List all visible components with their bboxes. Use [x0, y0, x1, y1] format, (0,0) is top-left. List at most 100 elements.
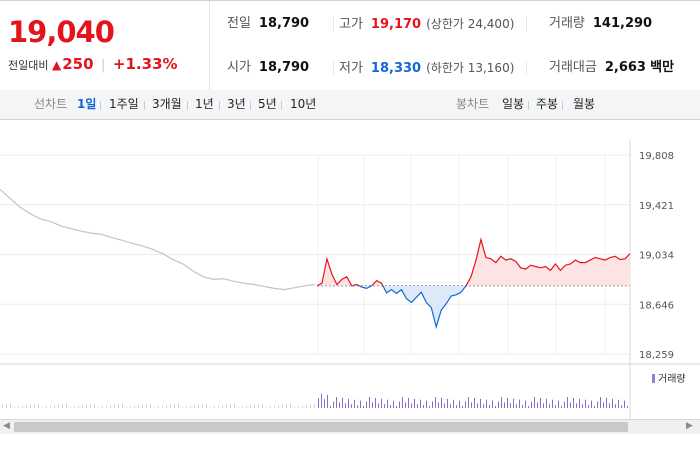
tab-5-years[interactable]: 5년	[258, 97, 277, 111]
volume-bar	[138, 405, 139, 408]
volume-bar	[50, 405, 51, 408]
volume-bar	[2, 404, 3, 408]
volume-bar	[22, 405, 23, 408]
volume-panel: 거래량	[0, 363, 700, 408]
tab-3-years[interactable]: 3년	[227, 97, 246, 111]
volume-bar	[158, 406, 159, 408]
tab-10-years[interactable]: 10년	[290, 97, 317, 111]
scroll-left-icon[interactable]: ◀	[3, 421, 10, 431]
volume-bar	[396, 406, 397, 408]
volume-bar	[369, 397, 370, 408]
prev-close-label: 전일	[227, 16, 251, 31]
volume-bar	[531, 401, 532, 408]
volume-bar	[345, 403, 346, 408]
lower-limit: (하한가 13,160)	[426, 61, 515, 75]
volume-bar	[510, 403, 511, 408]
volume-bar	[387, 399, 388, 408]
volume-bar	[567, 397, 568, 408]
amount-unit: 백만	[650, 60, 675, 75]
volume-bar	[378, 403, 379, 408]
tab-separator	[187, 101, 188, 110]
volume-bar	[585, 399, 586, 408]
up-triangle-icon: ▲	[51, 58, 62, 72]
tab-1-day[interactable]: 1일	[77, 97, 97, 111]
volume-bar	[266, 407, 267, 408]
volume-bar	[603, 402, 604, 408]
tab-separator	[250, 101, 251, 110]
tab-separator	[100, 101, 101, 110]
volume-bar	[525, 400, 526, 408]
volume-bar	[543, 403, 544, 408]
volume-bar	[318, 398, 319, 408]
day-low: 저가 18,330 (하한가 13,160)	[339, 58, 514, 78]
volume-bar	[74, 406, 75, 408]
volume-bar	[444, 403, 445, 408]
volume-bar	[552, 399, 553, 408]
tab-monthly-candle[interactable]: 월봉	[573, 97, 596, 111]
volume-bar	[429, 406, 430, 408]
tab-3-months[interactable]: 3개월	[152, 97, 182, 111]
volume-label: 거래량	[549, 16, 585, 31]
tab-separator	[281, 101, 282, 110]
volume-legend-swatch	[652, 374, 655, 383]
volume-bar	[182, 407, 183, 408]
volume-bar	[238, 407, 239, 408]
volume-bar	[504, 402, 505, 408]
volume-bar	[438, 402, 439, 408]
volume-bar	[10, 403, 11, 408]
intraday-chart[interactable]: 19,808 19,421 19,034 18,646 18,259 거래량	[0, 120, 700, 420]
volume-bar	[254, 404, 255, 408]
volume-bar	[435, 397, 436, 408]
volume-bar	[258, 404, 259, 408]
volume-bar	[465, 401, 466, 408]
volume-bar	[354, 399, 355, 408]
volume-bar	[246, 405, 247, 408]
volume-bar	[150, 403, 151, 408]
volume-bar	[278, 405, 279, 408]
volume-bar	[162, 405, 163, 408]
volume-bar	[110, 405, 111, 408]
amount-label: 거래대금	[549, 60, 597, 75]
volume-bar	[286, 404, 287, 408]
volume-bar	[408, 397, 409, 408]
open-price: 시가 18,790	[227, 58, 309, 78]
volume-bar	[290, 403, 291, 408]
tab-separator	[219, 101, 220, 110]
chart-lines	[0, 188, 630, 330]
volume-bar	[198, 404, 199, 408]
open-value: 18,790	[258, 60, 310, 75]
volume-bar	[234, 403, 235, 408]
volume-value: 141,290	[592, 16, 653, 31]
volume-bar	[573, 397, 574, 408]
tab-1-week[interactable]: 1주일	[109, 97, 139, 111]
volume-bar	[420, 399, 421, 408]
volume-bar	[381, 398, 382, 408]
volume-bar	[170, 404, 171, 408]
volume-bar	[186, 406, 187, 408]
volume-bar	[342, 397, 343, 408]
volume-bar	[14, 407, 15, 408]
volume-bar	[432, 401, 433, 408]
scrollbar-thumb[interactable]	[14, 422, 628, 432]
volume-bar	[540, 397, 541, 408]
change-divider: |	[101, 58, 106, 73]
scroll-right-icon[interactable]: ▶	[686, 421, 693, 431]
volume-bar	[86, 404, 87, 408]
current-price-panel: 19,040 전일대비 ▲250 | +1.33%	[0, 1, 210, 91]
chart-scrollbar[interactable]: ◀ ▶	[0, 419, 700, 434]
y-axis-ticks: 19,808 19,421 19,034 18,646 18,259	[639, 151, 674, 361]
volume-bar	[130, 406, 131, 408]
price-line-up	[317, 237, 630, 286]
volume-bar	[82, 405, 83, 408]
tab-weekly-candle[interactable]: 주봉	[536, 97, 559, 111]
volume-bar	[242, 406, 243, 408]
tab-daily-candle[interactable]: 일봉	[502, 97, 525, 111]
volume-bar	[441, 397, 442, 408]
change-label: 전일대비	[8, 59, 49, 72]
volume-bar	[624, 400, 625, 408]
volume-bar	[210, 407, 211, 408]
tab-1-year[interactable]: 1년	[195, 97, 214, 111]
volume-bar	[262, 403, 263, 408]
volume-bar	[558, 400, 559, 408]
y-tick-label: 19,421	[639, 201, 674, 212]
